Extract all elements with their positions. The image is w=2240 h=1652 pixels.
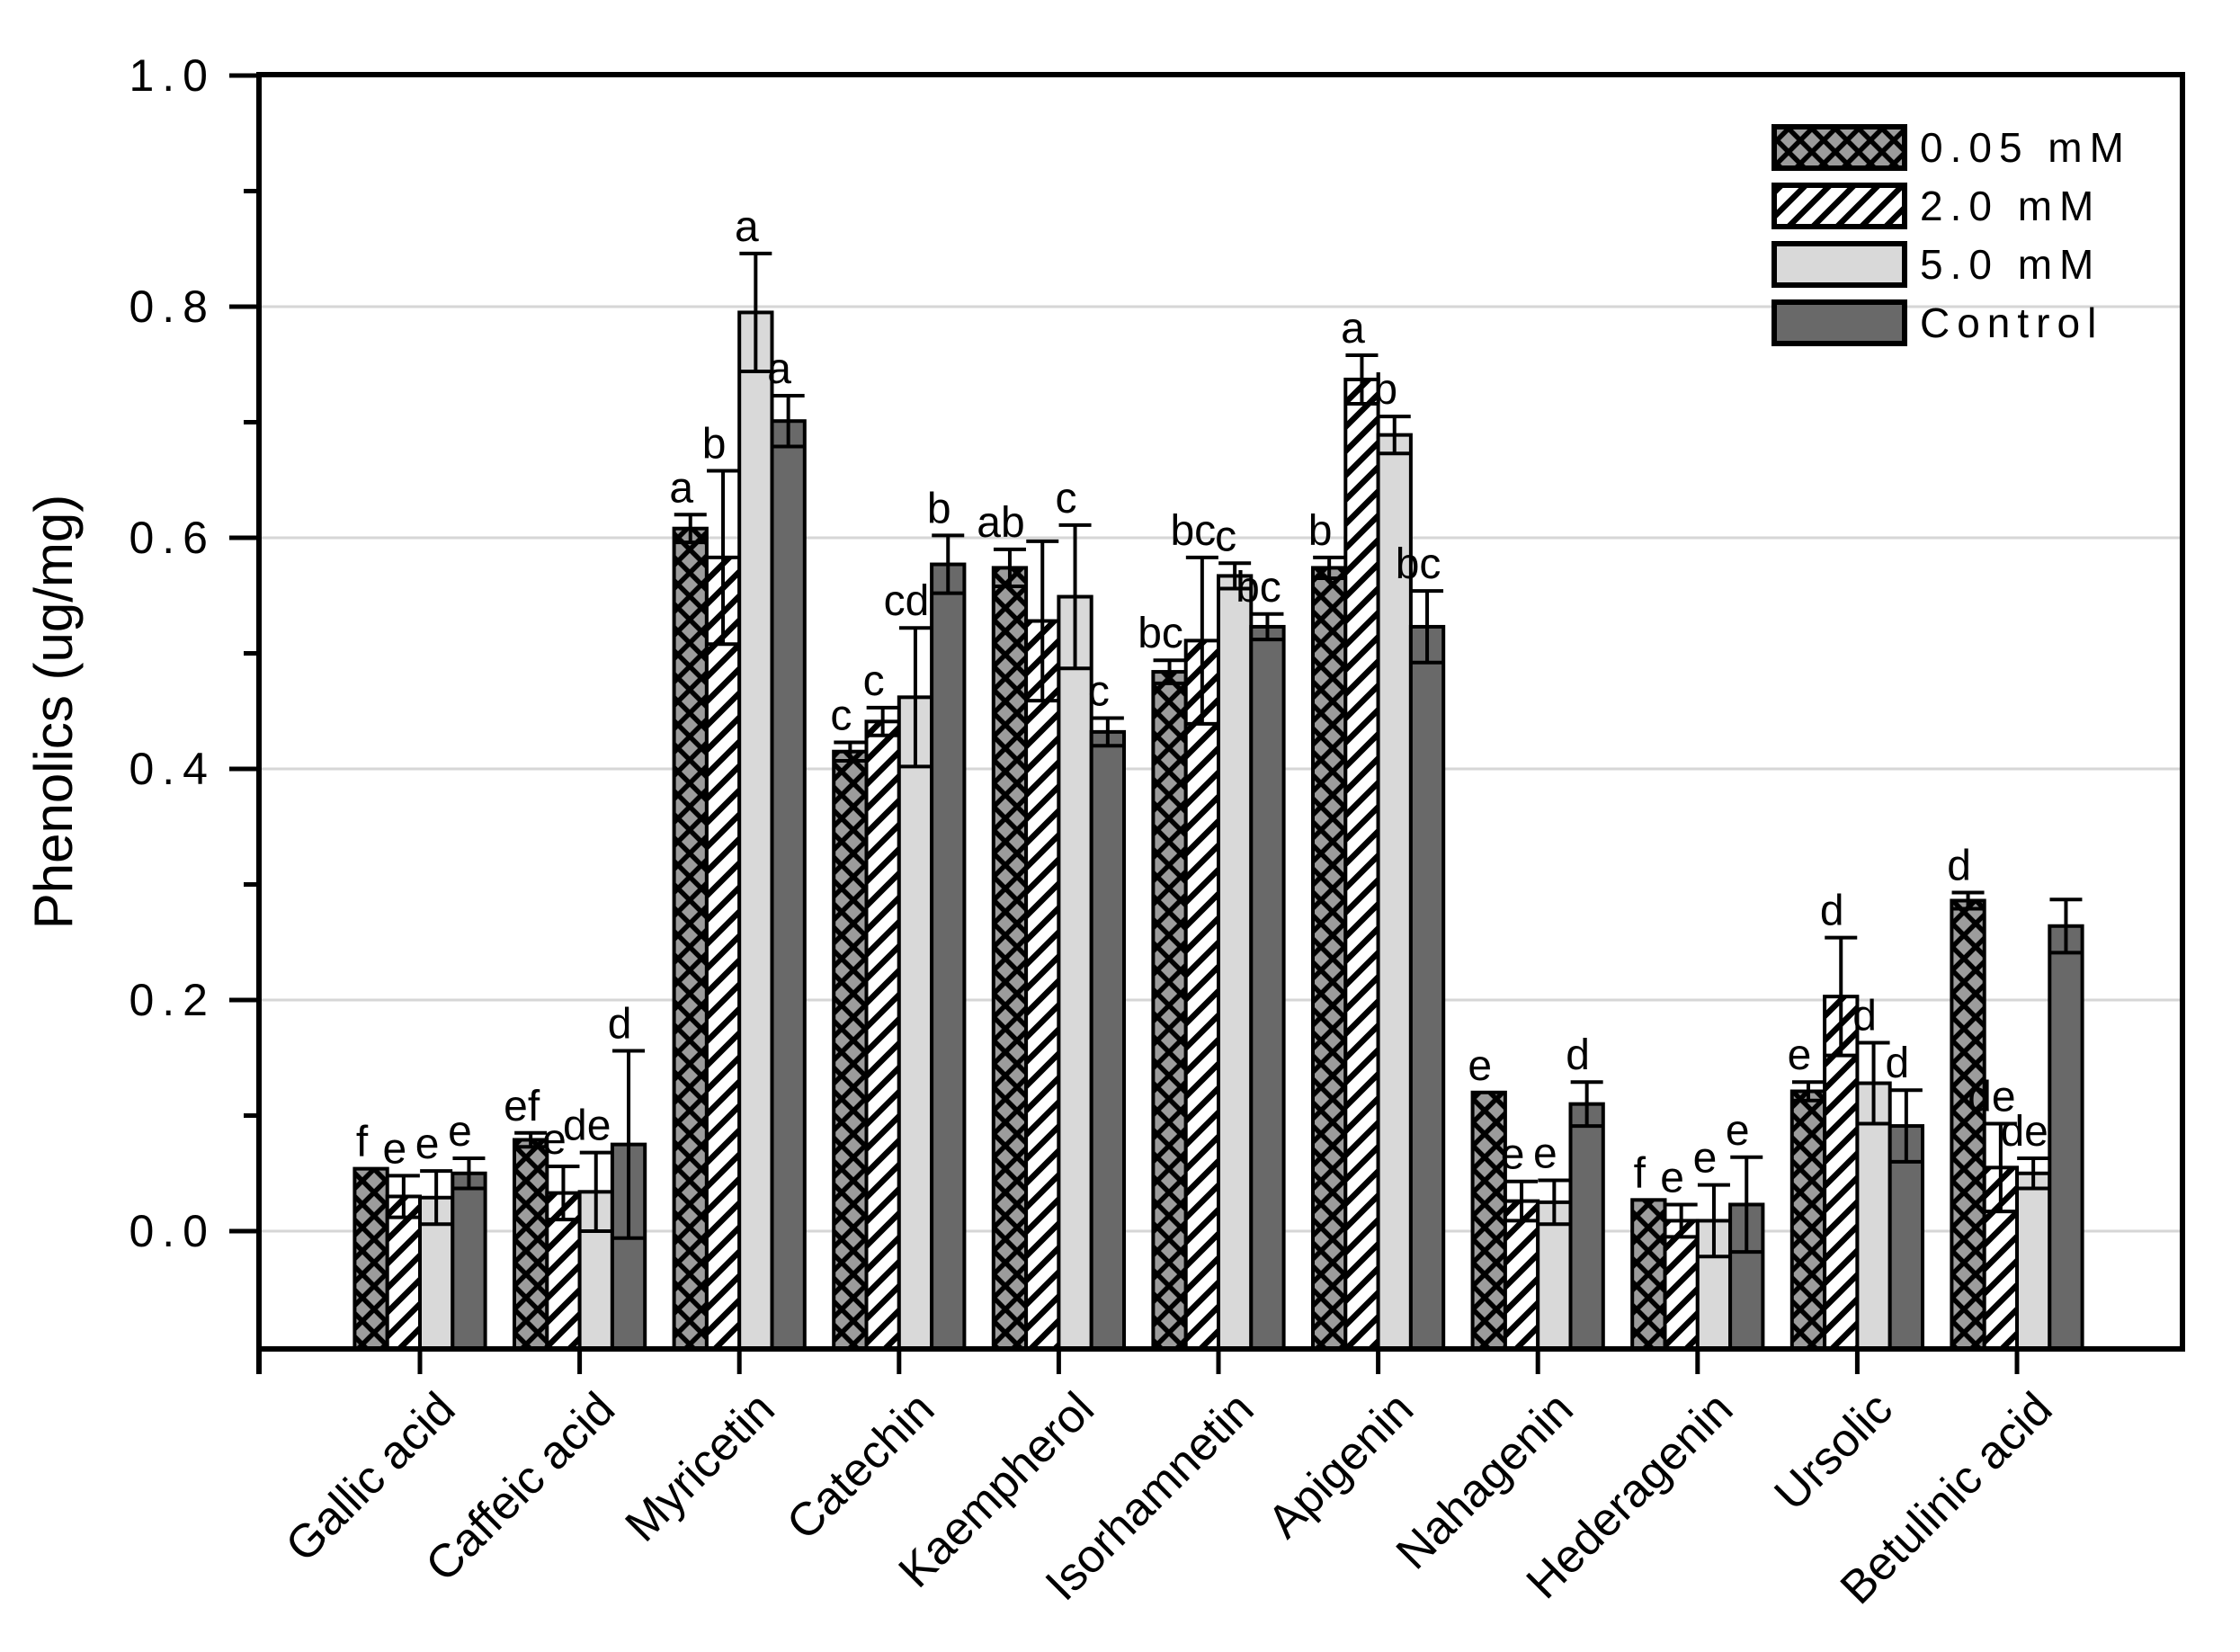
bar [770,419,807,1352]
bar [832,749,869,1351]
legend: 0.05 mM 2.0 mM 5.0 mM Control [1771,124,2131,346]
legend-label: Control [1920,299,2103,346]
significance-letter: bc [1138,610,1183,657]
significance-letter: c [1088,667,1110,715]
significance-letter: d [1947,842,1971,889]
legend-label: 0.05 mM [1920,124,2131,171]
significance-letter: a [767,345,791,393]
legend-swatch [1771,299,1907,346]
significance-letter: e [382,1125,406,1173]
bar [930,562,967,1351]
x-tick-label: Ursolic [1765,1382,1903,1520]
bar [2048,924,2084,1351]
bar [1789,1089,1827,1351]
bar [353,1166,389,1351]
significance-letter: e [1726,1107,1750,1155]
x-tick-label: Apigenin [1258,1382,1423,1548]
significance-letter: ef [504,1083,540,1130]
bar [1311,566,1348,1351]
bar [1663,1219,1700,1352]
significance-letter: f [1634,1149,1647,1197]
significance-letter: bc [1236,564,1281,612]
y-tick-label: 0.4 [129,744,216,794]
bar [1568,1102,1605,1352]
legend-label: 2.0 mM [1920,183,2101,229]
bar [1249,624,1286,1351]
bar [897,695,934,1351]
y-axis: 0.0 0.2 0.4 0.6 0.8 1.0 Phenolics (ug/mg) [23,50,259,1256]
significance-letter: de [563,1103,611,1150]
legend-label: 5.0 mM [1920,241,2101,288]
bar [1343,377,1380,1352]
significance-letter: d [1885,1040,1909,1087]
bar [1217,574,1254,1351]
significance-letter: b [927,485,951,532]
significance-letter: b [1308,507,1333,555]
significance-letter: e [1468,1042,1492,1090]
significance-letter: b [702,420,727,468]
significance-letter: c [1056,475,1077,522]
significance-letter: d [608,1001,632,1049]
bar [1183,638,1220,1351]
bar [991,566,1029,1351]
bar [451,1171,487,1351]
bar [385,1194,423,1351]
bar [1057,594,1093,1351]
legend-swatch [1771,183,1907,229]
bar [1950,898,1986,1351]
significance-letter: c [1215,513,1236,560]
bar [672,526,709,1351]
y-tick-label: 0.8 [129,281,216,332]
significance-letter: f [356,1119,369,1166]
bar [1470,1090,1507,1352]
y-tick-label: 0.0 [129,1206,216,1256]
significance-letter: e [415,1121,440,1168]
significance-letter: e [1788,1031,1812,1079]
significance-letter: ab [977,499,1024,547]
bar [1089,729,1126,1351]
bar [1151,670,1188,1351]
bar [1408,624,1446,1351]
y-tick-label: 0.2 [129,975,216,1025]
significance-letter: e [1533,1130,1557,1177]
significance-letter: e [542,1116,567,1164]
bar [737,310,774,1351]
legend-swatch [1771,124,1907,171]
significance-letter: e [1660,1154,1684,1201]
bar [513,1138,549,1351]
significance-letter: d [1852,993,1877,1040]
bar [864,719,901,1351]
significance-letter: d [1820,888,1844,935]
bar [704,555,742,1351]
significance-letter: b [1373,366,1397,414]
y-tick-label: 1.0 [129,50,216,101]
bar [2015,1171,2052,1351]
significance-letter: e [1501,1131,1525,1179]
x-tick-label: Myricetin [616,1382,785,1551]
y-axis-title: Phenolics (ug/mg) [23,495,84,930]
x-tick-label: Catechin [777,1382,944,1549]
significance-letter: e [1693,1135,1718,1183]
significance-letter: a [735,203,759,251]
significance-letter: bc [1396,540,1441,588]
bar [1024,619,1061,1351]
significance-letter: a [669,464,693,512]
significance-letter: c [830,692,852,739]
significance-letter: bc [1170,507,1216,555]
significance-letter: e [448,1108,472,1156]
bar [1503,1199,1540,1351]
significance-letter: cd [884,577,930,625]
legend-swatch [1771,241,1907,288]
significance-letter: c [863,657,885,705]
y-tick-label: 0.6 [129,513,216,563]
significance-letter: de [2000,1108,2048,1156]
significance-letter: d [1566,1031,1590,1079]
significance-letter: a [1341,305,1365,353]
significance-letter: de [1968,1073,2015,1121]
bar [1630,1198,1667,1352]
